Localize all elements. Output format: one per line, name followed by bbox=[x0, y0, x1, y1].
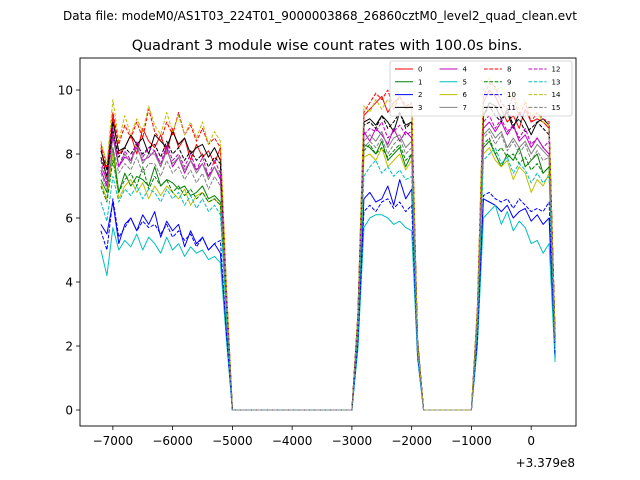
plot-frame bbox=[79, 57, 577, 427]
legend-label-0: 0 bbox=[418, 66, 422, 74]
y-tick-label-4: 8 bbox=[65, 147, 73, 161]
series-line-13 bbox=[100, 147, 556, 411]
legend-label-15: 15 bbox=[552, 104, 561, 112]
x-tick-label-4: −3000 bbox=[332, 434, 373, 448]
legend-label-12: 12 bbox=[552, 66, 561, 74]
legend-label-4: 4 bbox=[463, 66, 468, 74]
legend-label-8: 8 bbox=[507, 66, 511, 74]
series-line-12 bbox=[100, 115, 556, 411]
legend-label-5: 5 bbox=[463, 78, 467, 86]
x-axis: −7000 −6000 −5000 −4000 −3000 −2000 −1000 0 bbox=[93, 426, 535, 448]
legend-label-2: 2 bbox=[418, 91, 422, 99]
y-tick-label-1: 2 bbox=[65, 339, 73, 353]
series-line-2 bbox=[100, 179, 556, 411]
x-tick-label-5: −2000 bbox=[391, 434, 432, 448]
legend-label-3: 3 bbox=[418, 104, 422, 112]
y-tick-label-5: 10 bbox=[58, 83, 73, 97]
series-line-15 bbox=[100, 131, 556, 411]
legend-label-7: 7 bbox=[463, 104, 467, 112]
series-line-8 bbox=[100, 83, 556, 411]
x-tick-label-7: 0 bbox=[527, 434, 535, 448]
series-line-9 bbox=[100, 137, 556, 411]
legend-label-9: 9 bbox=[507, 78, 511, 86]
x-tick-label-3: −4000 bbox=[272, 434, 313, 448]
series-line-10 bbox=[100, 191, 556, 411]
x-tick-label-1: −6000 bbox=[152, 434, 193, 448]
y-tick-label-0: 0 bbox=[65, 403, 73, 417]
y-tick-label-2: 4 bbox=[65, 275, 73, 289]
x-offset-label: +3.379e8 bbox=[516, 456, 575, 470]
legend-label-6: 6 bbox=[463, 91, 468, 99]
chart-title: Quadrant 3 module wise count rates with … bbox=[132, 38, 523, 54]
legend-frame bbox=[389, 60, 573, 117]
x-tick-label-2: −5000 bbox=[212, 434, 253, 448]
plot-area bbox=[80, 58, 576, 426]
x-tick-label-6: −1000 bbox=[451, 434, 492, 448]
series-line-5 bbox=[100, 204, 556, 411]
legend-label-11: 11 bbox=[507, 104, 516, 112]
legend-label-1: 1 bbox=[418, 78, 422, 86]
x-tick-label-0: −7000 bbox=[93, 434, 134, 448]
y-tick-label-3: 6 bbox=[65, 211, 73, 225]
legend-label-13: 13 bbox=[552, 78, 561, 86]
legend-label-10: 10 bbox=[507, 91, 516, 99]
y-axis: 0 2 4 6 8 10 bbox=[58, 83, 80, 417]
chart-suptitle: Data file: modeM0/AS1T03_224T01_90000038… bbox=[63, 9, 577, 23]
legend-label-14: 14 bbox=[552, 91, 561, 99]
